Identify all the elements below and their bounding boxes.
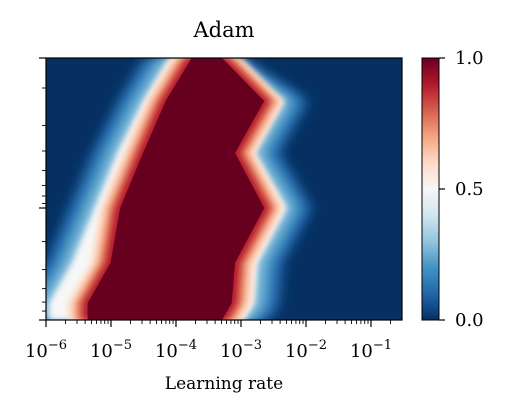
x-tick-label: 10−3 [220, 338, 262, 362]
contour-level-9 [87, 58, 265, 320]
colorbar-ticks: 1.0 0.5 0.0 [439, 48, 484, 331]
colorbar-tick-label: 0.0 [455, 310, 484, 331]
colorbar: 1.0 0.5 0.0 [421, 48, 484, 331]
x-axis-minor-ticks [65, 320, 392, 324]
colorbar-tick-label: 1.0 [455, 48, 484, 69]
x-tick-label: 10−1 [350, 338, 392, 362]
y-axis-ticks [39, 57, 46, 321]
x-axis-label: Learning rate [165, 374, 283, 394]
x-axis-tick-labels: 10−6 10−5 10−4 10−3 10−2 10−1 [25, 338, 392, 362]
x-tick-label: 10−2 [285, 338, 327, 362]
plot-frame [45, 57, 403, 321]
chart-title: Adam [192, 18, 254, 42]
x-axis-major-ticks [45, 320, 372, 327]
plot-area [46, 58, 402, 320]
colorbar-gradient [421, 57, 440, 321]
colorbar-tick-label: 0.5 [455, 179, 484, 200]
x-tick-label: 10−4 [155, 338, 197, 362]
x-tick-label: 10−6 [25, 338, 67, 362]
contour-layers [46, 58, 313, 320]
x-tick-label: 10−5 [90, 338, 132, 362]
